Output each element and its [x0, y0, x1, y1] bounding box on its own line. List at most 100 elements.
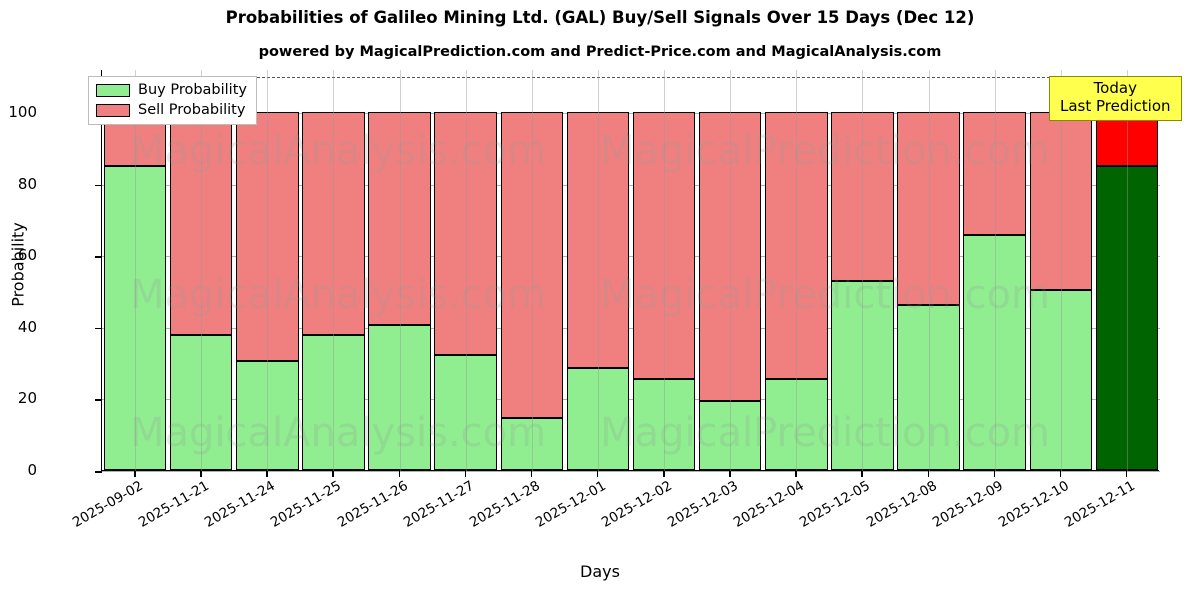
gridline-x — [399, 70, 401, 471]
bar-today[interactable] — [1095, 111, 1159, 470]
bar[interactable] — [831, 111, 894, 470]
x-tick-label: 2025-11-24 — [202, 477, 279, 531]
today-badge-line1: Today — [1093, 79, 1137, 97]
bar[interactable] — [897, 111, 960, 470]
x-tick-label: 2025-12-01 — [532, 477, 609, 531]
bar[interactable] — [368, 111, 431, 470]
bar[interactable] — [632, 111, 696, 470]
x-tick-mark — [332, 471, 334, 477]
bar-segment-buy — [500, 417, 564, 470]
bar-segment-buy — [302, 334, 365, 470]
gridline-x — [465, 70, 467, 471]
x-tick-mark — [795, 471, 797, 477]
bar-segment-buy — [368, 325, 431, 470]
bar-segment-sell — [632, 111, 696, 380]
bar-segment-buy — [434, 354, 497, 470]
bar[interactable] — [302, 111, 365, 470]
x-tick-label: 2025-12-02 — [598, 477, 675, 531]
today-last-prediction-badge: Today Last Prediction — [1049, 76, 1182, 122]
x-tick-label: 2025-12-11 — [1061, 477, 1138, 531]
y-tick-label: 0 — [27, 461, 37, 479]
y-tick-mark — [95, 471, 102, 473]
x-tick-mark — [266, 471, 268, 477]
bar[interactable] — [236, 111, 299, 470]
gridline-y — [102, 256, 1160, 258]
bar[interactable] — [103, 111, 167, 470]
y-tick-label: 80 — [17, 174, 37, 193]
chart-subtitle: powered by MagicalPrediction.com and Pre… — [258, 44, 942, 60]
x-tick-label: 2025-12-08 — [863, 477, 940, 531]
x-tick-mark — [1059, 471, 1062, 477]
x-tick-mark — [398, 471, 401, 477]
x-tick-mark — [861, 471, 863, 477]
bar-segment-buy — [566, 367, 630, 470]
gridline-x — [201, 70, 203, 471]
x-tick-label: 2025-12-05 — [797, 477, 874, 531]
x-tick-mark — [596, 471, 599, 477]
x-tick-mark — [993, 471, 996, 477]
x-tick-label: 2025-11-26 — [334, 477, 411, 531]
x-tick-label: 2025-11-21 — [136, 477, 213, 531]
gridline-x — [862, 70, 864, 471]
x-tick-mark — [729, 471, 731, 477]
bar-segment-sell — [566, 111, 630, 368]
bar-segment-sell — [1029, 111, 1093, 290]
bar-segment-sell — [765, 111, 828, 380]
bar[interactable] — [500, 111, 564, 470]
y-axis-title: Probability — [8, 222, 28, 307]
gridline-x — [1060, 70, 1062, 471]
bar[interactable] — [434, 111, 497, 470]
legend-swatch-sell — [96, 103, 130, 117]
gridline-x — [796, 70, 798, 471]
x-tick-label: 2025-12-10 — [995, 477, 1072, 531]
reference-line — [102, 77, 1160, 79]
bar[interactable] — [963, 111, 1026, 470]
bar-segment-sell — [302, 111, 365, 335]
gridline-x — [135, 70, 137, 471]
x-tick-label: 2025-12-03 — [665, 477, 742, 531]
bar-segment-buy — [897, 305, 960, 470]
bar[interactable] — [765, 111, 828, 470]
gridline-x — [531, 70, 533, 471]
y-tick-mark — [95, 184, 102, 187]
gridline-y — [102, 112, 1160, 114]
x-tick-mark — [530, 471, 533, 477]
gridline-x — [928, 70, 930, 471]
bar-segment-sell — [434, 111, 497, 355]
gridline-y — [102, 184, 1160, 186]
legend-label-buy: Buy Probability — [138, 82, 247, 98]
y-tick-label: 40 — [17, 317, 37, 336]
y-tick-mark — [95, 399, 102, 401]
gridline-x — [597, 70, 599, 471]
gridline-y — [102, 327, 1160, 329]
plot-area — [101, 70, 1160, 472]
x-tick-label: 2025-09-02 — [69, 477, 146, 531]
x-tick-label: 2025-12-09 — [929, 477, 1006, 531]
x-tick-mark — [663, 471, 665, 477]
x-tick-mark — [134, 471, 136, 477]
bar-segment-buy — [698, 400, 762, 470]
x-tick-mark — [200, 471, 202, 477]
bar[interactable] — [698, 111, 762, 470]
gridline-y — [102, 399, 1160, 401]
y-tick-label: 20 — [17, 389, 37, 408]
y-tick-label: 60 — [17, 246, 37, 265]
bar[interactable] — [566, 111, 630, 470]
y-tick-mark — [95, 256, 102, 258]
x-tick-mark — [464, 471, 467, 477]
bar-segment-buy — [236, 361, 299, 470]
legend-item-buy: Buy Probability — [96, 82, 247, 98]
bar-segment-sell — [368, 111, 431, 325]
bar[interactable] — [169, 111, 233, 470]
bar[interactable] — [1029, 111, 1093, 470]
x-tick-label: 2025-11-27 — [400, 477, 477, 531]
gridline-x — [664, 70, 666, 471]
gridline-x — [267, 70, 269, 471]
gridline-x — [1126, 70, 1128, 471]
x-tick-label: 2025-12-04 — [731, 477, 808, 531]
y-tick-mark — [95, 327, 102, 330]
page-title: Probabilities of Galileo Mining Ltd. (GA… — [225, 8, 975, 27]
bar-segment-sell — [169, 111, 233, 335]
bar-segment-sell — [698, 111, 762, 401]
